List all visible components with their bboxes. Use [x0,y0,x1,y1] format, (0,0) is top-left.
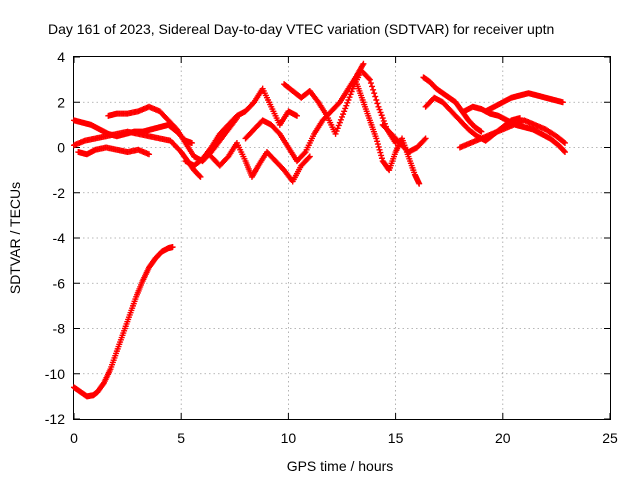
series-track [71,244,176,400]
data-point [367,80,374,87]
x-axis-label: GPS time / hours [287,458,394,474]
series-track [242,60,367,165]
data-point [188,139,195,146]
y-tick-label: 4 [57,49,65,65]
data-point [373,135,380,142]
y-tick-label: 0 [57,140,65,156]
data-point [374,100,381,107]
axis-ticks [73,56,611,420]
x-tick-labels: 0 5 10 15 20 25 [70,430,618,446]
data-point [375,143,382,150]
data-point [561,149,568,156]
data-point [370,86,377,93]
data-point [416,180,423,187]
y-tick-label: -2 [53,185,66,201]
series-track [456,117,568,151]
x-tick-label: 20 [495,430,511,446]
y-tick-label: -8 [53,321,66,337]
series-track [182,85,300,169]
data-point [334,125,341,132]
data-point [377,109,384,116]
data-point [372,93,379,100]
data-point [335,122,342,129]
data-point [374,141,381,148]
data-point [301,150,308,157]
series-track [208,139,313,185]
y-tick-label: -4 [53,230,66,246]
plot-frame [73,56,611,420]
y-tick-label: -12 [45,411,65,427]
data-point [378,112,385,119]
data-point [478,128,485,135]
data-point [422,135,429,142]
data-point [559,99,566,106]
data-point [340,111,347,118]
y-tick-label: 2 [57,94,65,110]
x-tick-label: 5 [177,430,185,446]
y-tick-label: -6 [53,275,66,291]
data-point [169,244,176,251]
data-point [305,154,312,161]
data-point [376,106,383,113]
y-axis-label: SDTVAR / TECUs [7,182,23,294]
series-track [281,67,399,146]
data-point [373,96,380,103]
data-point [347,91,354,98]
data-point [560,139,567,146]
data-point [375,103,382,110]
data-point [332,130,339,137]
series-track [482,90,566,115]
data-point [336,119,343,126]
data-point [371,90,378,97]
x-tick-label: 0 [70,430,78,446]
data-point [306,153,313,160]
data-point [369,83,376,90]
data-point [366,76,373,83]
data-point [293,112,300,119]
series-track [379,121,429,156]
grid [74,57,610,419]
series-track [75,144,153,158]
data-point [561,139,568,146]
y-tick-labels: 4 2 0 -2 -4 -6 -8 -10 -12 [45,49,65,427]
x-tick-label: 10 [281,430,297,446]
data-point [378,152,385,159]
data-point [365,75,372,82]
y-tick-label: -10 [45,366,65,382]
data-point [421,136,428,143]
data-point [146,151,153,158]
data-point [379,115,386,122]
data-point [360,60,367,67]
x-tick-label: 25 [602,430,618,446]
data-point [197,173,204,180]
chart-title: Day 161 of 2023, Sidereal Day-to-day VTE… [48,21,554,37]
data-point [341,108,348,115]
data-point [333,128,340,135]
data-point [337,116,344,123]
data-point [561,148,568,155]
data-point [343,102,350,109]
data-point [374,138,381,145]
data-point [344,99,351,106]
data-point [348,88,355,95]
data-point [377,149,384,156]
x-tick-label: 15 [388,430,404,446]
data-point [196,173,203,180]
data-point [376,146,383,153]
data-point [380,117,387,124]
data-point [345,96,352,103]
data-point [342,105,349,112]
data-point [346,94,353,101]
data-points [71,60,568,400]
data-point [339,113,345,120]
data-point [378,155,385,162]
